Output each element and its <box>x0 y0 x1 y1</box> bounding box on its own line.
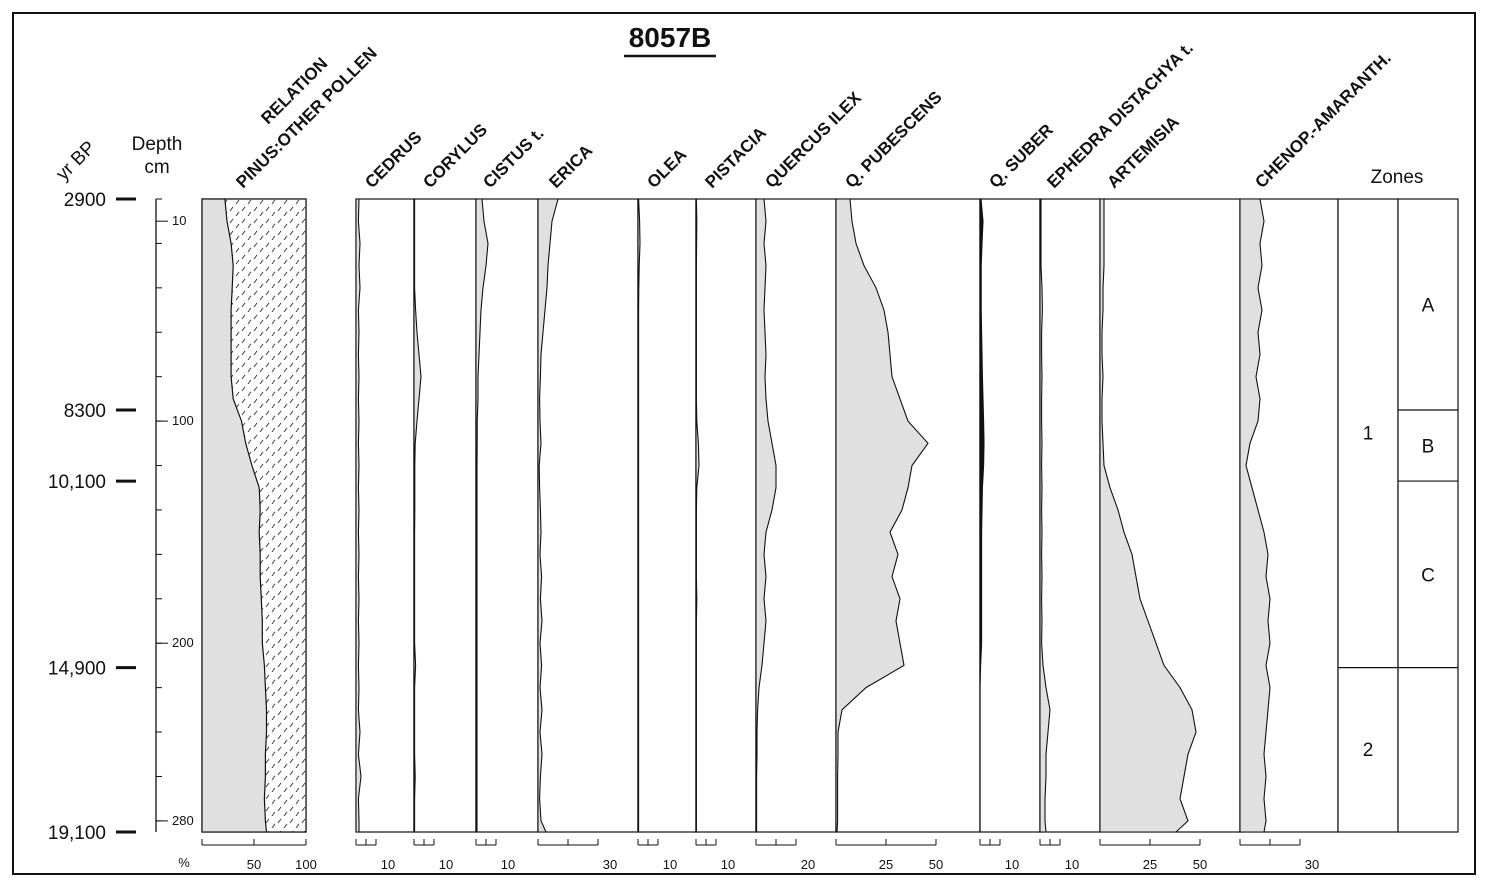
figure-frame <box>12 12 1476 875</box>
taxon-erica: ERICA 30 <box>537 141 639 872</box>
taxon-cedrus: CEDRUS 10 <box>355 128 426 872</box>
taxon-curve <box>695 198 700 833</box>
age-axis-label: yr BP <box>52 137 100 185</box>
scale-tick-label: 10 <box>1065 857 1079 872</box>
scale-tick-label: 30 <box>1305 857 1319 872</box>
depth-tick-label: 10 <box>172 213 186 228</box>
scale-tick-label: 50 <box>247 857 261 872</box>
panel-frame <box>413 198 477 833</box>
zone-label: 2 <box>1363 740 1374 761</box>
scale-tick-label: 50 <box>929 857 943 872</box>
other-pollen-area <box>202 199 267 832</box>
depth-axis-label: Depth <box>132 134 183 155</box>
scale-tick-label: 25 <box>1143 857 1157 872</box>
scale-tick-label: 50 <box>1193 857 1207 872</box>
scale-tick-label: 10 <box>663 857 677 872</box>
relation-curve <box>224 198 268 833</box>
panel-frame <box>1039 198 1101 833</box>
depth-tick-label: 200 <box>172 635 194 650</box>
subzone-column <box>1397 198 1459 833</box>
taxon-curve <box>1099 198 1197 833</box>
depth-tick-label: 280 <box>172 813 194 828</box>
zone-label: 1 <box>1363 423 1374 444</box>
taxon-header: CEDRUS <box>361 128 425 192</box>
taxon-header: CORYLUS <box>419 120 491 192</box>
panel-frame <box>695 198 757 833</box>
age-label: 14,900 <box>48 659 106 680</box>
scale-tick-label: 25 <box>879 857 893 872</box>
panel-frame <box>537 198 639 833</box>
taxon-curve <box>1039 198 1051 833</box>
zones: Zones 1 2 A B C <box>1337 167 1459 833</box>
taxon-curve <box>537 198 559 833</box>
taxon-curve <box>413 198 422 833</box>
depth-axis-unit: cm <box>144 157 169 178</box>
taxon-curve <box>475 198 489 833</box>
scale-tick-label: 10 <box>721 857 735 872</box>
panel-frame <box>637 198 697 833</box>
scale-tick-label: 10 <box>501 857 515 872</box>
chart-title: 8057B <box>629 22 712 53</box>
scale-tick-label: 20 <box>801 857 815 872</box>
taxon-header: ERICA <box>545 141 596 192</box>
age-label: 19,100 <box>48 823 106 844</box>
subzone-label: A <box>1422 296 1435 317</box>
scale-tick-label: 10 <box>381 857 395 872</box>
panel-border <box>201 198 307 833</box>
subzone-label: B <box>1422 437 1435 458</box>
scale-tick-label: 30 <box>603 857 617 872</box>
panel-frame <box>475 198 539 833</box>
taxon-curve <box>835 198 929 833</box>
taxon-curve <box>355 198 362 833</box>
zones-label: Zones <box>1371 167 1424 188</box>
scale-tick-label: 10 <box>439 857 453 872</box>
percent-unit: % <box>178 855 190 870</box>
age-label: 10,100 <box>48 472 106 493</box>
taxon-cistus-t: CISTUS t.10 <box>475 124 548 872</box>
age-label: 8300 <box>64 401 106 422</box>
scale-tick-label: 10 <box>1005 857 1019 872</box>
taxon-header: OLEA <box>643 145 690 192</box>
zone-column <box>1337 198 1399 833</box>
age-axis: yr BP 2900 8300 10,100 14,900 19,100 <box>48 137 136 844</box>
taxon-curve <box>979 198 985 832</box>
depth-tick-label: 100 <box>172 413 194 428</box>
taxon-curve <box>1239 198 1271 833</box>
taxon-header: PISTACIA <box>701 123 770 192</box>
scale-tick-label: 100 <box>295 857 317 872</box>
subzone-label: C <box>1421 565 1435 586</box>
panel-frame <box>355 198 415 833</box>
taxon-curve <box>755 198 777 833</box>
taxon-curve <box>637 198 641 833</box>
taxon-olea: OLEA 10 <box>637 145 697 872</box>
panel-frame <box>979 198 1041 833</box>
age-label: 2900 <box>64 190 106 211</box>
